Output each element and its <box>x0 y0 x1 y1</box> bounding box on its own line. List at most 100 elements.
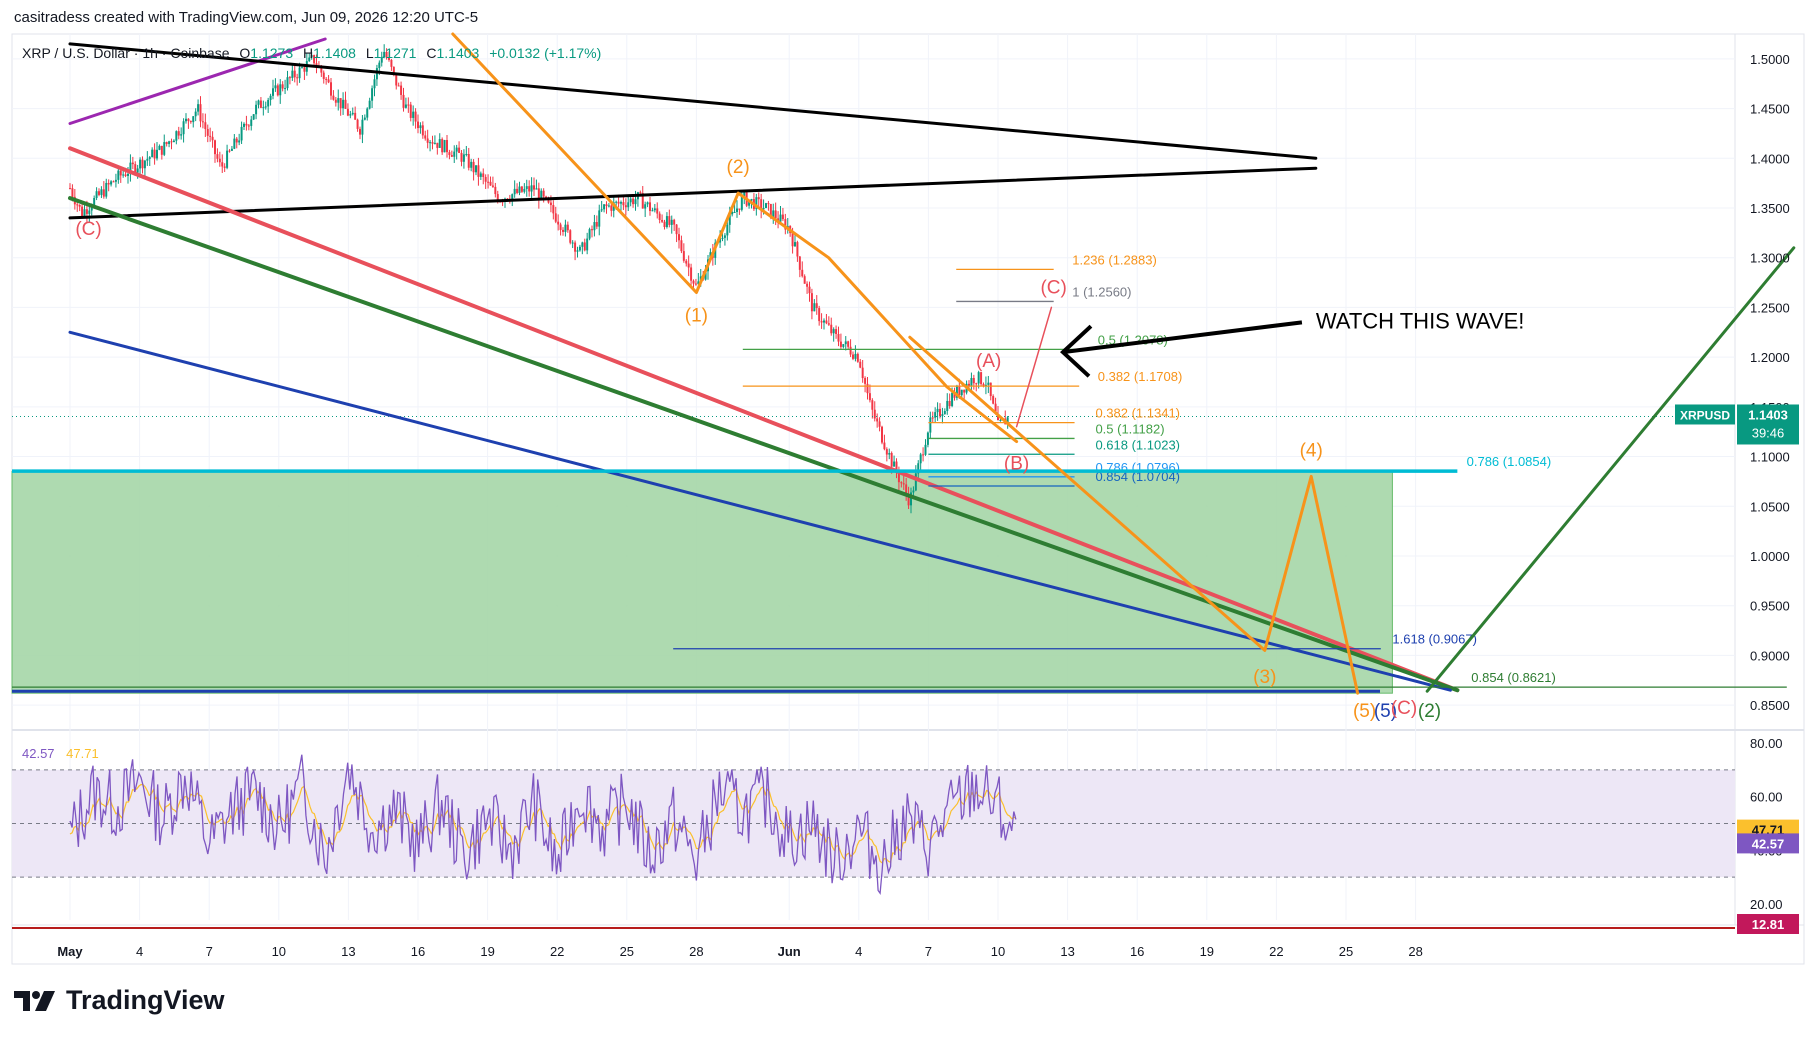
trendline-green-channel <box>68 196 1460 693</box>
candle-body <box>226 150 229 168</box>
candle-body <box>441 139 444 153</box>
candle-body <box>540 190 543 200</box>
candle-body <box>122 174 125 176</box>
candle-body <box>71 188 74 197</box>
candle-body <box>95 191 98 199</box>
candle-body <box>881 426 883 443</box>
candle-body <box>252 114 255 120</box>
wave-path-orange-past <box>451 32 1019 444</box>
wave-paths-layer: WATCH THIS WAVE! <box>451 32 1796 695</box>
candle-body <box>728 214 731 225</box>
candle-body <box>436 142 439 148</box>
candle-body <box>946 400 949 412</box>
candle-body <box>649 202 651 211</box>
candle-body <box>781 214 784 220</box>
time-tick-label: 10 <box>991 944 1005 959</box>
candle-body <box>392 66 395 73</box>
candle-body <box>228 150 231 152</box>
candle-body <box>163 142 166 155</box>
candle-body <box>284 88 287 90</box>
candle-body <box>743 192 746 196</box>
candle-body <box>327 79 330 83</box>
candle-body <box>719 238 722 243</box>
candle-body <box>366 108 369 118</box>
candle-body <box>723 235 726 238</box>
candle-body <box>651 210 654 212</box>
candle-body <box>982 384 985 386</box>
candle-body <box>257 100 260 105</box>
candle-body <box>765 203 767 208</box>
candle-body <box>390 59 393 67</box>
candle-body <box>591 229 593 231</box>
candle-body <box>893 461 896 467</box>
candle-body <box>731 212 734 215</box>
candle-body <box>332 95 335 100</box>
candle-body <box>146 158 149 161</box>
candle-body <box>388 57 390 60</box>
candle-body <box>351 112 354 115</box>
candle-body <box>477 165 480 177</box>
candle-body <box>931 417 934 419</box>
candle-body <box>953 392 956 398</box>
wave-label: (C) <box>75 219 101 240</box>
candle-body <box>337 98 340 103</box>
candle-body <box>204 122 207 130</box>
tradingview-logo[interactable]: TradingView <box>14 985 225 1016</box>
candle-body <box>750 199 753 201</box>
trendline-black-upper <box>68 42 1318 160</box>
candle-body <box>907 493 910 506</box>
candle-body <box>475 165 477 173</box>
candle-body <box>668 216 671 225</box>
candle-body <box>641 193 644 209</box>
candle-body <box>610 205 613 211</box>
trendline-purple <box>68 37 327 125</box>
wave-label: (B) <box>1004 453 1029 474</box>
wave-label: (5) <box>1353 701 1376 722</box>
candle-body <box>433 142 436 144</box>
candle-body <box>578 246 581 251</box>
wave-label: (A) <box>976 351 1001 372</box>
candle-body <box>675 224 678 235</box>
candle-body <box>407 104 410 106</box>
candle-body <box>694 283 697 285</box>
candle-body <box>815 303 818 309</box>
candle-body <box>310 55 313 58</box>
candle-body <box>201 121 204 123</box>
candle-body <box>813 303 816 312</box>
candle-body <box>784 219 787 230</box>
time-tick-label: 13 <box>341 944 355 959</box>
price-tick-label: 1.4500 <box>1750 102 1790 117</box>
candle-body <box>736 208 738 213</box>
candle-body <box>359 128 361 135</box>
candle-body <box>856 353 859 362</box>
candle-body <box>520 186 523 192</box>
candle-body <box>156 149 158 159</box>
candle-body <box>620 202 622 204</box>
candle-body <box>658 213 661 220</box>
time-tick-label: 19 <box>1200 944 1214 959</box>
candle-body <box>276 85 279 96</box>
candle-body <box>455 147 458 152</box>
time-tick-label: 16 <box>411 944 425 959</box>
ohlc-l-value: 1.1271 <box>374 45 417 61</box>
candle-body <box>320 66 323 73</box>
candle-body <box>197 104 200 112</box>
candle-body <box>670 219 673 225</box>
candle-body <box>740 195 743 210</box>
candle-body <box>267 99 270 107</box>
candle-body <box>876 418 879 422</box>
candle-body <box>564 224 567 232</box>
target-zone-layer <box>11 470 1393 694</box>
candle-body <box>482 173 485 177</box>
candle-body <box>417 121 419 129</box>
rsi-legend: 42.57 47.71 <box>22 746 99 761</box>
candle-body <box>168 141 171 145</box>
time-tick-label: 4 <box>855 944 862 959</box>
candle-body <box>296 77 299 79</box>
time-tick-label: May <box>57 944 83 959</box>
candle-body <box>820 321 823 323</box>
candle-body <box>446 140 448 153</box>
wave-label: (2) <box>1418 701 1441 722</box>
